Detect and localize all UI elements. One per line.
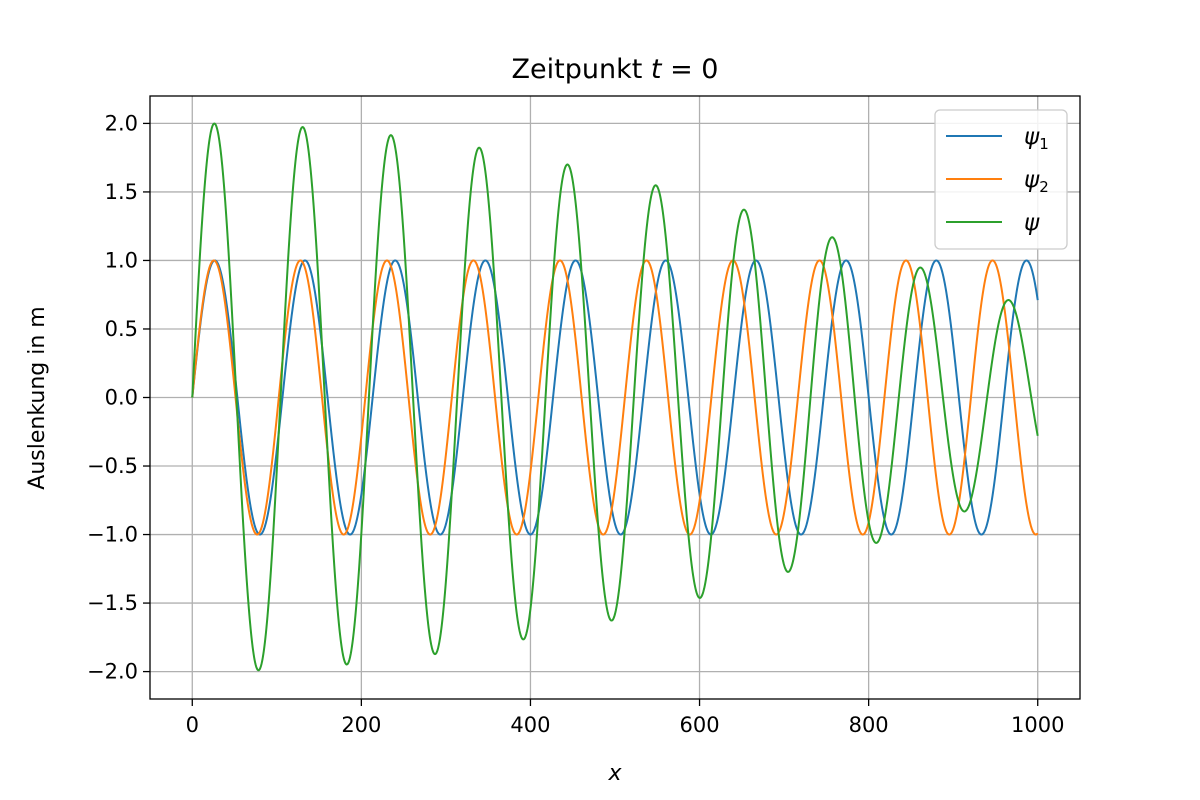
plot-lines xyxy=(191,122,1039,672)
y-tick-label: −1.5 xyxy=(87,591,138,615)
chart-title: Zeitpunkt t = 0 xyxy=(512,54,719,85)
y-tick-label: −2.0 xyxy=(87,660,138,684)
y-tick-label: −0.5 xyxy=(87,454,138,478)
y-tick-label: 1.0 xyxy=(105,248,138,272)
x-axis-label: x xyxy=(607,761,622,786)
series-line-2 xyxy=(191,122,1039,672)
series-line-1 xyxy=(191,259,1039,536)
y-tick-label: 1.5 xyxy=(105,180,138,204)
y-tick-label: 0.5 xyxy=(105,317,138,341)
x-tick-label: 0 xyxy=(186,713,199,737)
x-tick-label: 600 xyxy=(679,713,719,737)
y-tick-label: 2.0 xyxy=(105,111,138,135)
x-tick-label: 800 xyxy=(849,713,889,737)
legend: ψ1 ψ2 ψ xyxy=(934,109,1068,250)
y-tick-label: 0.0 xyxy=(105,386,138,410)
series-line-0 xyxy=(191,259,1039,536)
x-tick-label: 1000 xyxy=(1011,713,1064,737)
x-axis-ticks: 0 200 400 600 800 1000 xyxy=(186,699,1064,737)
x-tick-label: 400 xyxy=(510,713,550,737)
legend-label-0: ψ1 xyxy=(1024,124,1049,153)
y-axis-ticks: −2.0 −1.5 −1.0 −0.5 0.0 0.5 1.0 1.5 2.0 xyxy=(87,111,150,684)
legend-label-2: ψ xyxy=(1024,210,1040,236)
y-axis-label: Auslenkung in m xyxy=(25,306,50,489)
legend-items: ψ1 ψ2 ψ xyxy=(946,124,1049,236)
y-tick-label: −1.0 xyxy=(87,523,138,547)
x-tick-label: 200 xyxy=(341,713,381,737)
grid xyxy=(150,96,1080,699)
legend-label-1: ψ2 xyxy=(1024,167,1049,196)
